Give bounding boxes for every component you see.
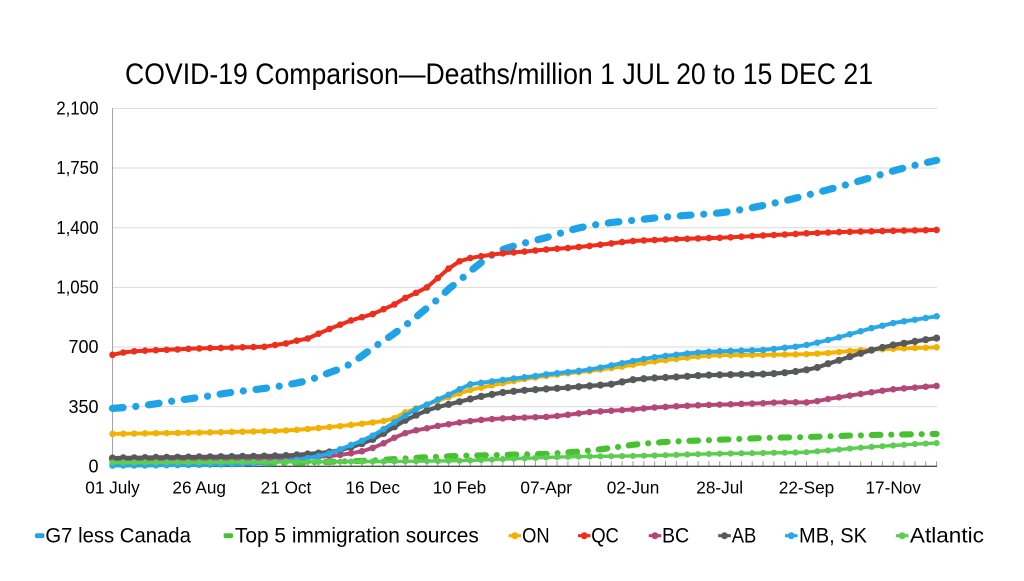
svg-text:1,750: 1,750 [56, 158, 98, 178]
svg-text:COVID-19 Comparison—Deaths/mil: COVID-19 Comparison—Deaths/million 1 JUL… [125, 58, 873, 91]
svg-text:2,100: 2,100 [56, 99, 98, 119]
svg-text:Top 5 immigration sources: Top 5 immigration sources [235, 524, 479, 548]
svg-text:16 Dec: 16 Dec [345, 478, 400, 498]
svg-text:700: 700 [68, 337, 98, 357]
svg-text:AB: AB [732, 524, 757, 548]
svg-text:Atlantic: Atlantic [910, 524, 984, 548]
svg-text:28-Jul: 28-Jul [696, 478, 743, 498]
svg-text:QC: QC [591, 524, 619, 548]
svg-text:G7 less Canada: G7 less Canada [45, 524, 191, 548]
svg-text:26 Aug: 26 Aug [172, 478, 226, 498]
svg-text:0: 0 [88, 457, 98, 477]
svg-text:1,400: 1,400 [56, 218, 98, 238]
svg-text:1,050: 1,050 [56, 278, 98, 298]
svg-text:BC: BC [662, 524, 689, 548]
svg-text:10 Feb: 10 Feb [433, 478, 487, 498]
svg-text:01 July: 01 July [85, 478, 140, 498]
svg-text:02-Jun: 02-Jun [607, 478, 660, 498]
svg-text:MB, SK: MB, SK [799, 524, 868, 548]
svg-text:22-Sep: 22-Sep [779, 478, 834, 498]
svg-text:07-Apr: 07-Apr [520, 478, 572, 498]
svg-text:17-Nov: 17-Nov [865, 478, 921, 498]
svg-text:21 Oct: 21 Oct [261, 478, 312, 498]
svg-text:ON: ON [522, 524, 550, 548]
svg-text:350: 350 [68, 397, 98, 417]
